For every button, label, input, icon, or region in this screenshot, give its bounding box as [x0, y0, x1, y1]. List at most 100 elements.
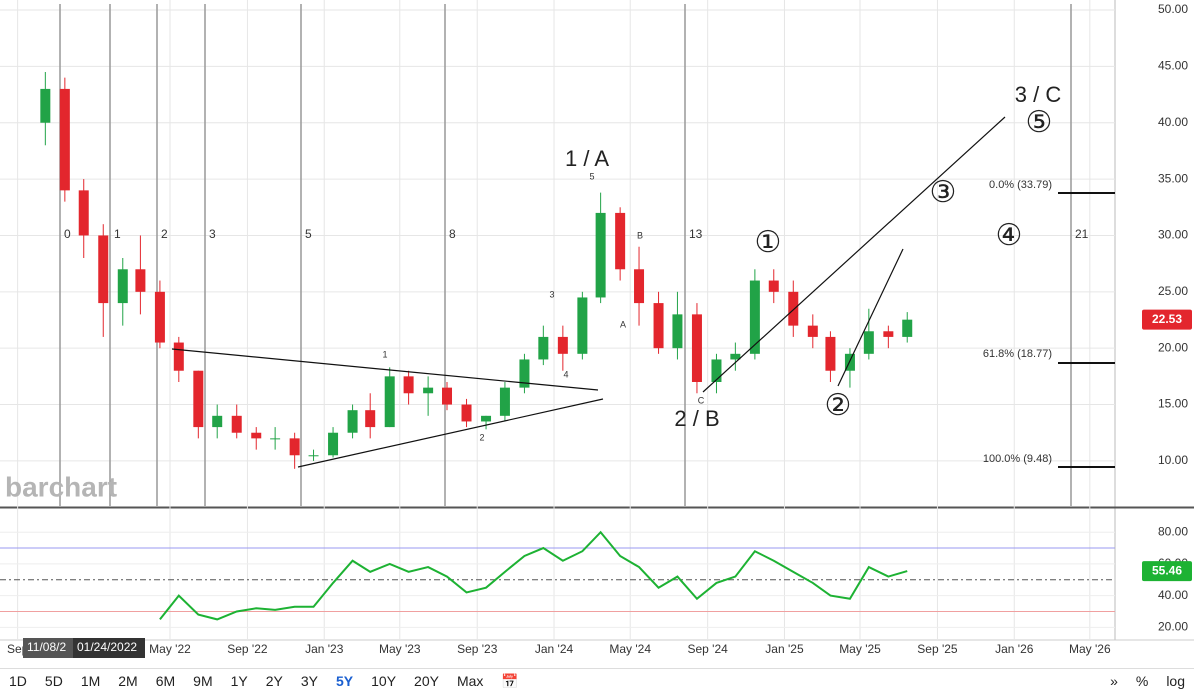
x-tick-label: Sep '23	[457, 642, 498, 656]
candle-body	[519, 359, 530, 388]
candle-body	[231, 415, 242, 433]
candle-body	[653, 303, 664, 349]
wave-label: ③	[930, 176, 957, 209]
candle-body	[403, 376, 414, 394]
candle-body	[807, 325, 818, 337]
candle-body	[577, 297, 588, 354]
rsi-line	[159, 530, 908, 621]
toolbar-button[interactable]: 20Y	[414, 672, 439, 689]
x-tick-label: May '26	[1069, 642, 1111, 656]
time-cycle-label: 5	[305, 227, 312, 241]
x-tick-label: Jan '23	[305, 642, 344, 656]
wave-sub-label: B	[637, 230, 643, 240]
candle-body	[481, 415, 492, 422]
wave-sub-label: 4	[563, 369, 568, 379]
candle-body	[251, 432, 262, 439]
y-tick-label: 30.00	[1158, 228, 1188, 242]
toolbar-button[interactable]: %	[1135, 673, 1149, 689]
candle-body	[691, 314, 702, 382]
time-cycle-label: 3	[209, 227, 216, 241]
candle-body	[347, 410, 358, 433]
candle-body	[711, 359, 722, 382]
fib-label: 0.0% (33.79)	[989, 179, 1052, 191]
toolbar-button[interactable]: 2Y	[265, 672, 283, 689]
time-cycle-label: 2	[161, 227, 168, 241]
wave-label: 3 / C	[1015, 82, 1062, 107]
candle-body	[634, 269, 645, 304]
last-price-label: 22.53	[1152, 312, 1182, 326]
rsi-last-tag	[1142, 561, 1192, 582]
candle-body	[883, 331, 894, 337]
y-tick-label: 25.00	[1158, 284, 1188, 298]
time-cycle-label: 1	[114, 227, 121, 241]
y-tick-label: 20.00	[1158, 340, 1188, 354]
time-cycle-label: 13	[689, 227, 703, 241]
toolbar-button[interactable]: »	[1110, 673, 1118, 689]
toolbar-button[interactable]: 5D	[44, 672, 63, 689]
last-price-tag	[1142, 309, 1192, 330]
time-cycle-label: 21	[1075, 227, 1089, 241]
candle-body	[461, 404, 472, 422]
toolbar-right: »% log	[1101, 673, 1194, 689]
toolbar-button[interactable]: 📅	[501, 672, 519, 689]
price-axis-bg	[1115, 0, 1194, 668]
candle-body	[749, 280, 760, 354]
candle-body	[154, 291, 165, 343]
time-cycle-label: 8	[449, 227, 456, 241]
candle-body	[173, 342, 184, 371]
toolbar-button[interactable]: 5Y	[336, 672, 354, 689]
toolbar-button[interactable]: 1D	[9, 672, 27, 689]
candle-body	[825, 336, 836, 371]
x-tick-label: May '23	[379, 642, 421, 656]
toolbar-button[interactable]: 10Y	[371, 672, 397, 689]
x-tick-label: May '22	[149, 642, 191, 656]
cursor-label: 11/08/2	[27, 640, 66, 654]
toolbar-button[interactable]: log	[1166, 673, 1185, 689]
x-tick-label: Sep '22	[227, 642, 268, 656]
rsi-last-label: 55.46	[1152, 563, 1182, 577]
wave-sub-label: C	[698, 395, 705, 405]
trendline	[171, 348, 599, 391]
candle-body	[595, 212, 606, 298]
toolbar-button[interactable]: 6M	[155, 672, 176, 689]
toolbar-button[interactable]: 9M	[193, 672, 213, 689]
range-buttons: 1D 5D 1M 2M 6M 9M 1Y 2Y 3Y 5Y 10Y 20Y Max 📅	[0, 673, 528, 690]
toolbar-button[interactable]: 1Y	[230, 672, 248, 689]
y-tick-label: 45.00	[1158, 59, 1188, 73]
x-tick-label: May '24	[609, 642, 651, 656]
candle-body	[212, 415, 223, 428]
watermark: barchart	[5, 471, 117, 502]
trendline	[297, 398, 604, 468]
rsi-tick-label: 80.00	[1158, 524, 1188, 538]
toolbar-button[interactable]: 1M	[80, 672, 101, 689]
y-tick-label: 35.00	[1158, 171, 1188, 185]
wave-sub-label: 5	[589, 171, 594, 181]
wave-label: 1 / A	[565, 146, 609, 171]
x-tick-label: Jan '26	[995, 642, 1034, 656]
candle-body	[328, 432, 339, 456]
cursor-box	[23, 638, 73, 658]
x-tick-label: Sep '24	[687, 642, 728, 656]
candle-body	[308, 455, 319, 457]
candle-body	[499, 387, 510, 416]
toolbar-button[interactable]: 2M	[118, 672, 138, 689]
candle-body	[768, 280, 779, 292]
candle-body	[844, 353, 855, 371]
candle-body	[289, 438, 300, 456]
chart: Sep May '22 Sep '22 Jan '23 May '23 Sep '23 Ja…	[0, 0, 1194, 668]
y-tick-label: 50.00	[1158, 2, 1188, 16]
wave-sub-label: A	[620, 319, 626, 329]
candle-body	[423, 387, 434, 394]
candle-body	[40, 88, 51, 123]
trendline	[702, 116, 1006, 393]
candle-body	[193, 370, 204, 428]
toolbar-button[interactable]: 3Y	[300, 672, 318, 689]
candle-body	[863, 331, 874, 354]
rsi-tick-label: 20.00	[1158, 619, 1188, 633]
candle-body	[270, 438, 281, 440]
toolbar-button[interactable]: Max	[456, 672, 484, 689]
candle-body	[384, 376, 395, 428]
trendline	[837, 248, 904, 387]
x-tick-label: May '25	[839, 642, 881, 656]
